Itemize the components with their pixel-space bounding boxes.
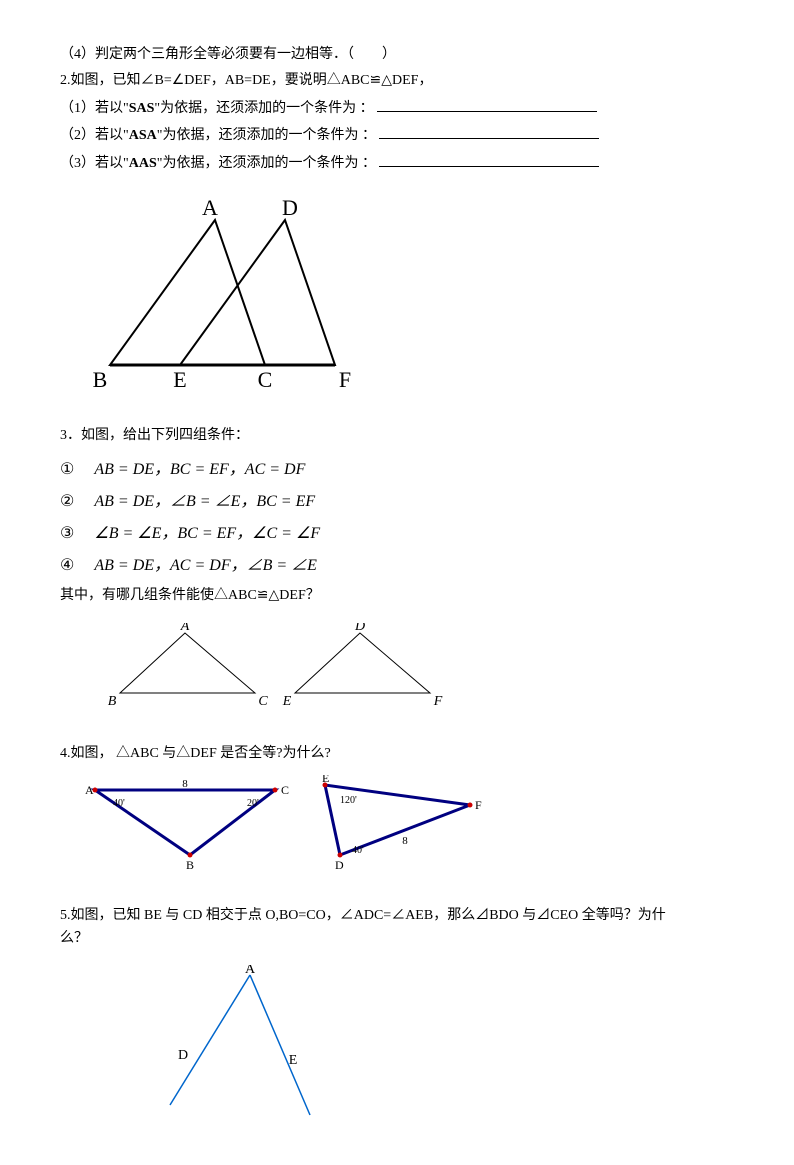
- c4-text: AB = DE，AC = DF，∠B = ∠E: [94, 557, 317, 574]
- svg-text:20': 20': [247, 798, 259, 809]
- q3-question: 其中，有哪几组条件能使△ABC≌△DEF？: [60, 585, 734, 607]
- svg-text:F: F: [433, 694, 443, 709]
- q2-l2-post: "为依据，还须添加的一个条件为 ：: [157, 128, 376, 143]
- num-2: ②: [60, 493, 74, 510]
- figure-5-diagram: A D E: [120, 965, 734, 1125]
- svg-text:120': 120': [340, 795, 357, 806]
- q3-cond4: ④ AB = DE，AC = DF，∠B = ∠E: [60, 551, 734, 575]
- svg-text:B: B: [186, 858, 194, 872]
- q4-intro: 4.如图， △ABC 与△DEF 是否全等?为什么?: [60, 743, 734, 765]
- svg-text:A: A: [85, 783, 94, 797]
- svg-text:8: 8: [182, 778, 188, 790]
- figure-3-triangles: A B C D E F: [100, 623, 734, 713]
- q2-line2: （2）若以"ASA"为依据，还须添加的一个条件为 ：: [60, 124, 734, 147]
- blank-3: [379, 152, 599, 167]
- num-3: ③: [60, 525, 74, 542]
- q2-l3-pre: （3）若以": [60, 156, 129, 171]
- svg-text:E: E: [282, 694, 292, 709]
- svg-text:E: E: [289, 1053, 298, 1068]
- svg-text:40': 40': [113, 798, 125, 809]
- q2-l2-key: ASA: [129, 128, 157, 143]
- c1-text: AB = DE，BC = EF，AC = DF: [94, 461, 305, 478]
- svg-text:C: C: [258, 367, 273, 392]
- svg-text:D: D: [354, 623, 365, 634]
- c2-text: AB = DE，∠B = ∠E，BC = EF: [94, 493, 315, 510]
- num-4: ④: [60, 557, 74, 574]
- q5-intro: 5.如图，已知 BE 与 CD 相交于点 O,BO=CO，∠ADC=∠AEB，那…: [60, 905, 680, 950]
- svg-text:D: D: [282, 195, 298, 220]
- q3-intro: 3．如图，给出下列四组条件：: [60, 425, 734, 447]
- q2-l2-pre: （2）若以": [60, 128, 129, 143]
- svg-text:8: 8: [402, 835, 408, 847]
- q3-cond2: ② AB = DE，∠B = ∠E，BC = EF: [60, 487, 734, 511]
- q3-cond3: ③ ∠B = ∠E，BC = EF，∠C = ∠F: [60, 519, 734, 543]
- q2-line1: （1）若以"SAS"为依据，还须添加的一个条件为 ：: [60, 97, 734, 120]
- svg-text:A: A: [245, 965, 256, 977]
- q2-l1-post: "为依据，还须添加的一个条件为 ：: [154, 101, 373, 116]
- svg-text:F: F: [339, 367, 351, 392]
- svg-text:E: E: [322, 775, 329, 785]
- q2-l3-post: "为依据，还须添加的一个条件为 ：: [157, 156, 376, 171]
- q2-line3: （3）若以"AAS"为依据，还须添加的一个条件为 ：: [60, 152, 734, 175]
- blank-2: [379, 124, 599, 139]
- svg-text:E: E: [173, 367, 186, 392]
- num-1: ①: [60, 461, 74, 478]
- blank-1: [377, 97, 597, 112]
- q2-l1-key: SAS: [129, 101, 155, 116]
- svg-text:A: A: [202, 195, 218, 220]
- svg-text:C: C: [281, 783, 289, 797]
- svg-text:B: B: [93, 367, 108, 392]
- svg-text:F: F: [475, 798, 482, 812]
- q3-cond1: ① AB = DE，BC = EF，AC = DF: [60, 455, 734, 479]
- svg-text:A: A: [180, 623, 190, 634]
- q2-l1-pre: （1）若以": [60, 101, 129, 116]
- svg-text:C: C: [258, 694, 268, 709]
- svg-text:D: D: [335, 858, 344, 872]
- q2-intro: 2.如图，已知∠B=∠DEF，AB=DE，要说明△ABC≌△DEF，: [60, 70, 734, 92]
- svg-text:D: D: [178, 1048, 188, 1063]
- q2-l3-key: AAS: [129, 156, 157, 171]
- c3-text: ∠B = ∠E，BC = EF，∠C = ∠F: [94, 525, 320, 542]
- figure-1-triangles: A D B E C F: [80, 195, 734, 395]
- svg-text:40': 40': [352, 845, 364, 856]
- svg-text:B: B: [108, 694, 117, 709]
- q1-4-text: （4）判定两个三角形全等必须要有一边相等．（ ）: [60, 44, 734, 66]
- figure-4-triangles: A B C 8 40' 20' E D F 120' 40' 8: [70, 775, 734, 875]
